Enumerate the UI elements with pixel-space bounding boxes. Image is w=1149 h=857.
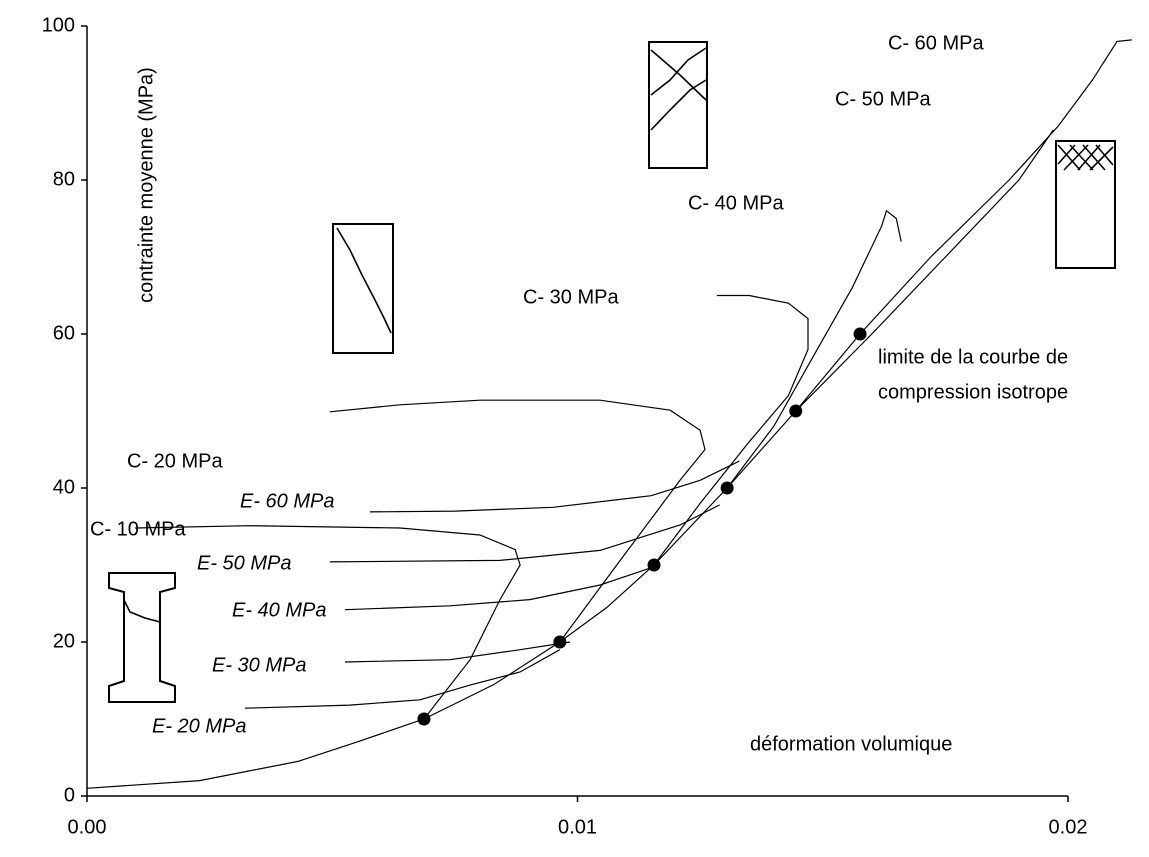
specimen-sketch (108, 572, 176, 703)
data-point (720, 481, 734, 495)
curve (726, 209, 902, 489)
curve-label: E- 40 MPa (232, 599, 326, 621)
data-point (789, 404, 803, 418)
y-tick-label: 40 (53, 476, 75, 498)
y-tick-label: 60 (53, 322, 75, 344)
curve-label: E- 30 MPa (212, 654, 306, 676)
x-tick-label: 0.00 (68, 816, 107, 838)
specimen-sketch (332, 223, 394, 354)
crack (650, 47, 707, 131)
curve-label: E- 20 MPa (152, 715, 246, 737)
x-axis-label: déformation volumique (750, 733, 952, 755)
curve-label: C- 10 MPa (90, 518, 186, 540)
data-point (647, 558, 661, 572)
curve (329, 399, 706, 643)
y-axis-label: contrainte moyenne (MPa) (135, 67, 157, 303)
curve-label: E- 50 MPa (197, 552, 291, 574)
curve-label: C- 40 MPa (688, 192, 784, 214)
y-tick-label: 100 (42, 14, 75, 36)
curve-label: C- 30 MPa (523, 286, 619, 308)
x-tick-label: 0.02 (1049, 816, 1088, 838)
crack (1057, 144, 1114, 171)
y-tick-label: 20 (53, 630, 75, 652)
curve-label: E- 60 MPa (240, 490, 334, 512)
x-tick-label: 0.01 (558, 816, 597, 838)
specimen-sketch (648, 41, 708, 169)
curve (344, 567, 651, 611)
curve (653, 294, 809, 566)
curve (369, 460, 740, 513)
curve (795, 129, 1054, 412)
annotation: limite de la courbe de (878, 346, 1068, 368)
data-point (553, 635, 567, 649)
curve (135, 525, 521, 720)
specimen-sketches (108, 41, 1116, 703)
curve-label: C- 50 MPa (835, 88, 931, 110)
curve (244, 649, 561, 709)
curve (329, 504, 720, 563)
curve-label: C- 20 MPa (127, 450, 223, 472)
y-tick-label: 80 (53, 168, 75, 190)
data-point (417, 712, 431, 726)
specimen-sketch (1055, 140, 1116, 269)
curve-label: C- 60 MPa (888, 32, 984, 54)
crack (123, 599, 161, 623)
curve (344, 641, 571, 663)
annotation: compression isotrope (878, 381, 1068, 403)
curve (859, 39, 1132, 335)
y-tick-label: 0 (64, 784, 75, 806)
crack (336, 227, 392, 334)
curve (86, 333, 861, 789)
data-point (853, 327, 867, 341)
